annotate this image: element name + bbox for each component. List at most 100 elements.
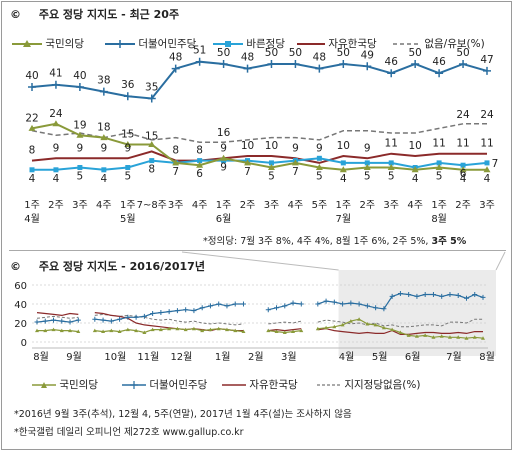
data-point	[315, 64, 324, 73]
data-label: 35	[145, 82, 158, 94]
data-point	[158, 310, 164, 316]
data-label: 4	[53, 173, 60, 185]
x-tick-label: 3주	[168, 200, 184, 211]
data-label: 49	[361, 49, 374, 61]
data-label: 4	[340, 173, 347, 185]
data-point	[455, 292, 461, 298]
data-point	[183, 307, 189, 313]
data-label: 10	[408, 140, 421, 152]
data-point	[315, 326, 320, 331]
data-label: 40	[73, 70, 86, 82]
data-point	[373, 305, 379, 311]
data-point	[339, 60, 348, 68]
data-point	[472, 292, 478, 297]
series-line-더불어민주당	[31, 60, 488, 100]
data-label: 50	[265, 47, 278, 59]
bottom-footnote-2: *한국갤럽 데일리 오피니언 제272호 www.gallup.co.kr	[14, 427, 244, 438]
data-point	[68, 328, 73, 333]
x-tick-label: 7~8주	[137, 200, 167, 211]
data-point	[373, 322, 378, 327]
data-point	[175, 326, 180, 331]
data-label: 11	[480, 138, 493, 150]
series-line-자유한국당	[317, 328, 483, 335]
data-label: 10	[241, 140, 254, 152]
data-point	[291, 329, 296, 334]
data-label: 5	[77, 171, 84, 183]
series-line-지지정당없음(%)	[94, 313, 244, 326]
x-tick-label: 1주	[120, 200, 136, 211]
x-tick-label: 9월	[66, 351, 82, 363]
data-point	[267, 164, 275, 170]
data-label: 22	[25, 112, 38, 124]
legend-dem: 더불어민주당	[105, 36, 196, 51]
data-point	[464, 336, 469, 340]
data-label: 24	[456, 109, 470, 121]
data-label: 9	[53, 142, 60, 154]
data-point	[397, 291, 403, 297]
data-label: 24	[49, 108, 63, 120]
data-point	[29, 167, 35, 173]
data-point	[125, 327, 130, 332]
series-line-자유한국당	[36, 312, 79, 317]
x-tick-label: 4주	[407, 200, 423, 211]
data-label: 19	[73, 119, 86, 131]
x-tick-label: 3주	[479, 200, 495, 211]
data-point	[460, 162, 466, 168]
data-label: 8	[29, 145, 36, 157]
data-point	[101, 167, 107, 173]
x-tick-label: 3주	[264, 200, 280, 211]
data-point	[42, 318, 48, 324]
data-point	[447, 335, 452, 339]
data-label: 48	[313, 52, 326, 64]
data-point	[406, 333, 411, 337]
data-label: 7	[492, 158, 499, 170]
data-label: 18	[97, 122, 110, 134]
data-point	[414, 293, 420, 299]
data-point	[232, 301, 238, 307]
data-point	[340, 160, 346, 166]
x-tick-label: 11월	[137, 351, 159, 363]
series-line-자유한국당	[268, 328, 302, 332]
data-point	[282, 303, 288, 309]
data-point	[363, 164, 371, 170]
legend-label: 바른정당	[246, 38, 285, 50]
data-point	[274, 329, 279, 334]
series-line-지지정당없음(%)	[36, 315, 79, 319]
data-point	[406, 292, 412, 297]
data-label: 41	[49, 68, 62, 80]
x-tick-label: 3주	[383, 200, 399, 211]
data-label: 15	[145, 131, 158, 143]
data-point	[456, 335, 461, 339]
data-point	[224, 303, 230, 309]
copyright-icon: ©	[10, 260, 21, 273]
data-label: 9	[220, 161, 227, 173]
series-line-바른정당	[32, 157, 488, 171]
data-point	[381, 325, 386, 330]
legend-lkp: 자유한국당	[297, 36, 377, 51]
data-label: 36	[121, 79, 135, 91]
data-point	[59, 328, 64, 333]
y-tick-label: 0	[21, 338, 27, 349]
x-tick-label: 12월	[170, 351, 192, 363]
data-label: 11	[456, 138, 469, 150]
data-point	[265, 307, 271, 313]
data-point	[339, 166, 347, 173]
data-point	[381, 306, 387, 312]
data-point	[387, 164, 395, 170]
data-point	[59, 318, 65, 324]
zoom-connector	[181, 251, 339, 271]
data-point	[28, 124, 36, 131]
x-tick-label: 2주	[240, 200, 256, 211]
data-point	[357, 317, 362, 321]
data-label: 5	[124, 171, 131, 183]
section-divider	[9, 250, 506, 251]
x-tick-label: 7월	[446, 351, 462, 363]
data-point	[109, 328, 114, 333]
data-point	[240, 301, 246, 307]
x-tick-label: 4주	[288, 200, 304, 211]
data-point	[348, 319, 353, 323]
data-point	[191, 308, 197, 314]
data-point	[208, 327, 213, 332]
data-point	[244, 159, 252, 166]
data-point	[92, 316, 98, 322]
